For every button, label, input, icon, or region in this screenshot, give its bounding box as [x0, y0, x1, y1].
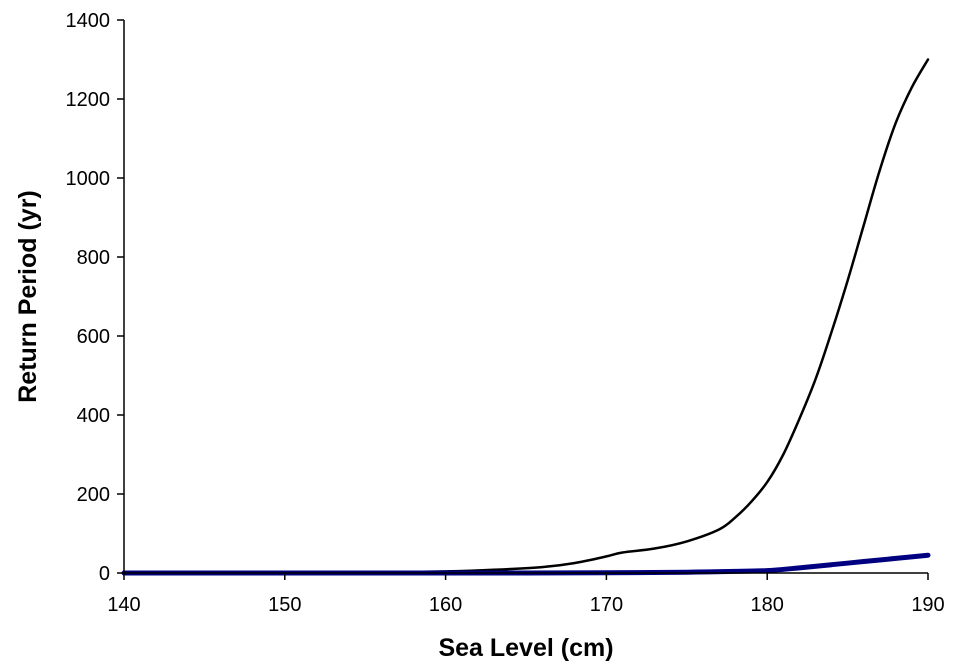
x-tick-label: 170 — [590, 594, 623, 616]
series-line-2 — [121, 552, 931, 576]
y-axis-title: Return Period (yr) — [14, 190, 42, 403]
x-tick-label: 180 — [751, 594, 784, 616]
x-ticks: 140 150 160 170 180 190 — [107, 573, 945, 616]
y-tick-label: 0 — [99, 563, 110, 585]
y-ticks: 0 200 400 600 800 1000 1200 1400 — [66, 10, 124, 585]
y-tick-label: 600 — [77, 326, 110, 348]
x-axis-title: Sea Level (cm) — [438, 634, 613, 662]
series-line-1 — [122, 58, 930, 575]
y-tick-label: 400 — [77, 405, 110, 427]
y-tick-label: 800 — [77, 247, 110, 269]
x-tick-label: 140 — [107, 594, 140, 616]
axes — [123, 20, 928, 574]
plot-lines — [121, 58, 931, 576]
y-tick-label: 1000 — [66, 168, 111, 190]
y-tick-label: 200 — [77, 484, 110, 506]
x-tick-label: 190 — [911, 594, 944, 616]
y-tick-label: 1200 — [66, 89, 111, 111]
y-tick-label: 1400 — [66, 10, 111, 32]
x-tick-label: 160 — [429, 594, 462, 616]
x-tick-label: 150 — [268, 594, 301, 616]
